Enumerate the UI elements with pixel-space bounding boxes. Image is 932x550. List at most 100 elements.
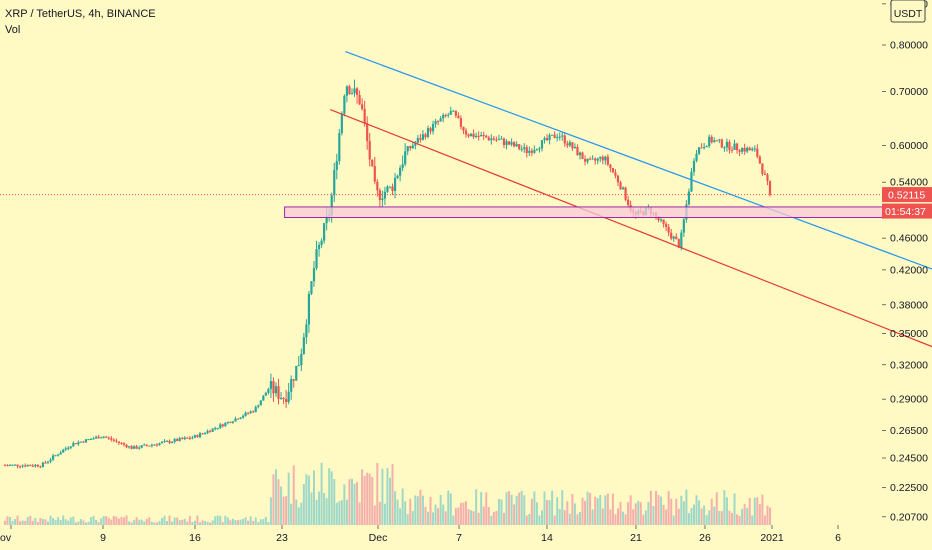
volume-bar bbox=[333, 479, 336, 525]
candle-body bbox=[502, 138, 506, 145]
volume-bar bbox=[713, 506, 716, 525]
volume-bar bbox=[500, 499, 503, 525]
volume-bar bbox=[525, 515, 528, 525]
candle-body bbox=[191, 437, 194, 439]
volume-bar bbox=[19, 521, 22, 525]
candle-body bbox=[505, 141, 508, 145]
volume-bar bbox=[97, 522, 100, 525]
volume-bar bbox=[662, 504, 665, 525]
volume-bar bbox=[578, 511, 581, 525]
candle-body bbox=[510, 142, 513, 145]
volume-bar bbox=[705, 515, 708, 525]
candle-body bbox=[11, 464, 14, 466]
candle-body bbox=[492, 138, 495, 140]
support-trendline bbox=[329, 108, 932, 348]
volume-bar bbox=[128, 521, 131, 525]
candle-body bbox=[667, 226, 670, 233]
candle-body bbox=[442, 114, 445, 119]
volume-bar bbox=[480, 492, 483, 525]
candle-body bbox=[267, 389, 270, 393]
candle-body bbox=[211, 428, 214, 432]
candle-body bbox=[513, 142, 516, 147]
volume-bar bbox=[320, 462, 323, 525]
volume-bar bbox=[44, 519, 47, 525]
candle-body bbox=[6, 465, 9, 467]
volume-bar bbox=[216, 515, 219, 525]
y-tick-label: 0.80000 bbox=[890, 40, 928, 52]
volume-bar bbox=[219, 516, 222, 525]
volume-bars bbox=[3, 462, 771, 525]
volume-bar bbox=[90, 517, 93, 525]
volume-bar bbox=[11, 520, 14, 525]
volume-bar bbox=[62, 515, 65, 525]
volume-bar bbox=[69, 517, 72, 525]
candle-body bbox=[687, 191, 691, 205]
candle-body bbox=[548, 135, 551, 141]
volume-bar bbox=[176, 517, 179, 525]
volume-bar bbox=[160, 518, 163, 525]
volume-bar bbox=[307, 475, 310, 525]
volume-bar bbox=[143, 521, 146, 525]
volume-bar bbox=[411, 510, 414, 525]
volume-bar bbox=[348, 479, 351, 525]
volume-bar bbox=[594, 496, 597, 525]
candle-body bbox=[24, 465, 27, 467]
candle-body bbox=[173, 439, 176, 442]
candle-body bbox=[416, 138, 419, 143]
candle-body bbox=[677, 239, 680, 248]
candle-body bbox=[690, 171, 693, 192]
candle-body bbox=[533, 149, 536, 153]
volume-bar bbox=[472, 511, 475, 525]
volume-bar bbox=[178, 520, 181, 525]
volume-bar bbox=[589, 492, 592, 525]
volume-bar bbox=[515, 495, 518, 525]
currency-badge[interactable]: USDT bbox=[890, 0, 926, 23]
volume-bar bbox=[553, 515, 556, 525]
volume-bar bbox=[49, 515, 52, 525]
volume-bar bbox=[432, 512, 435, 525]
volume-bar bbox=[751, 515, 754, 525]
volume-bar bbox=[242, 518, 245, 525]
candle-body bbox=[44, 462, 47, 464]
candle-body bbox=[530, 150, 533, 153]
candle-body bbox=[490, 138, 493, 141]
candle-body bbox=[697, 147, 701, 154]
candle-body bbox=[424, 134, 427, 137]
volume-bar bbox=[429, 496, 432, 525]
candle-body bbox=[300, 353, 303, 366]
candle-body bbox=[705, 146, 708, 148]
volume-bar bbox=[748, 497, 751, 525]
candle-body bbox=[69, 446, 72, 448]
volume-bar bbox=[378, 501, 381, 525]
candle-body bbox=[421, 134, 425, 140]
candle-body bbox=[138, 447, 141, 449]
candle-body bbox=[675, 236, 678, 240]
volume-bar bbox=[497, 499, 500, 525]
candle-body bbox=[355, 88, 359, 95]
candle-body bbox=[558, 136, 561, 138]
volume-bar bbox=[206, 521, 209, 525]
candle-body bbox=[67, 447, 70, 449]
candle-body bbox=[343, 95, 346, 114]
volume-bar bbox=[340, 500, 343, 525]
volume-bar bbox=[492, 511, 495, 525]
volume-bar bbox=[77, 521, 80, 525]
candle-body bbox=[621, 187, 625, 190]
volume-bar bbox=[419, 489, 422, 525]
volume-bar bbox=[546, 499, 549, 525]
volume-bar bbox=[155, 522, 158, 525]
volume-bar bbox=[330, 471, 333, 525]
volume-bar bbox=[300, 502, 303, 525]
candle-body bbox=[74, 443, 77, 445]
volume-bar bbox=[761, 494, 764, 525]
volume-bar bbox=[168, 515, 171, 525]
candle-body bbox=[231, 421, 235, 423]
candle-body bbox=[444, 114, 447, 116]
candle-body bbox=[462, 126, 465, 131]
candle-body bbox=[219, 424, 222, 428]
candle-body bbox=[150, 444, 153, 446]
volume-bar bbox=[82, 520, 85, 525]
candle-body bbox=[566, 143, 569, 146]
